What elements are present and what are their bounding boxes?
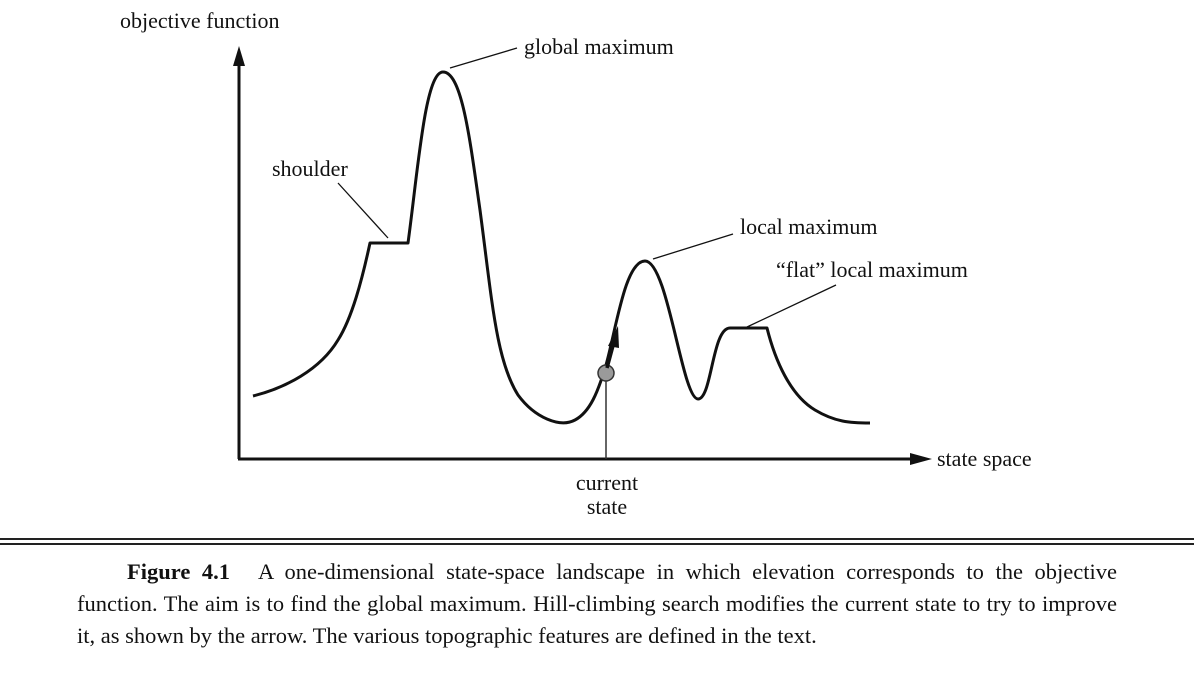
global-maximum-leader <box>449 47 518 69</box>
current-state-label-line1: current <box>576 470 638 495</box>
shoulder-leader <box>337 182 389 239</box>
global-maximum-label: global maximum <box>524 34 674 59</box>
flat-local-maximum-label: “flat” local maximum <box>776 257 968 282</box>
caption-text: A one-dimensional state-space landscape … <box>77 559 1117 648</box>
current-state-label-line2: state <box>587 494 627 519</box>
state-space-landscape-diagram: objective function global maximum should… <box>120 8 1032 519</box>
caption-divider-top <box>0 538 1194 540</box>
local-maximum-leader <box>652 233 734 260</box>
flat-local-maximum-leader <box>746 284 837 328</box>
x-axis-arrow-icon <box>910 453 932 465</box>
caption-divider-bottom <box>0 543 1194 545</box>
hill-climb-arrow-head-icon <box>608 326 619 348</box>
shoulder-label: shoulder <box>272 156 348 181</box>
local-maximum-label: local maximum <box>740 214 877 239</box>
figure-caption: Figure 4.1 A one-dimensional state-space … <box>77 556 1117 652</box>
y-axis-label: objective function <box>120 8 279 33</box>
y-axis-arrow-icon <box>233 46 245 66</box>
figure-label: Figure 4.1 <box>127 559 230 584</box>
x-axis-label: state space <box>937 446 1032 471</box>
landscape-curve <box>252 70 871 425</box>
